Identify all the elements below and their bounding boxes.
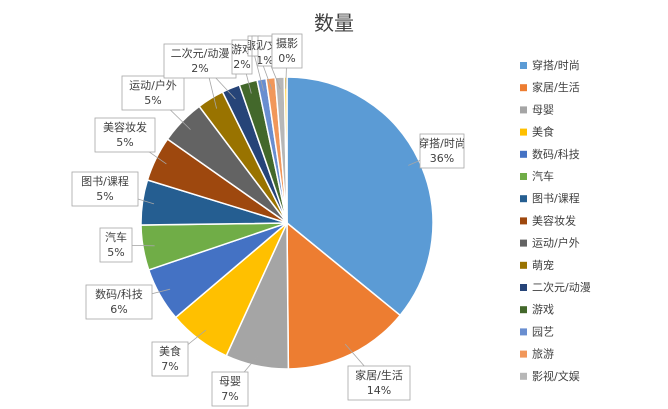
data-label-value: 2% [191,62,208,75]
data-label-value: 6% [110,303,127,316]
legend-swatch [520,128,527,136]
pie-slice [286,221,402,370]
data-label-name: 图书/课程 [81,175,129,188]
legend-entry: 穿搭/时尚 [532,58,580,72]
legend-entry: 数码/科技 [532,147,580,161]
data-label-name: 家居/生活 [355,368,403,382]
data-label-box [347,365,411,401]
legend-swatch [520,62,527,69]
data-label-value: 0% [278,52,295,65]
data-label-name: 汽车 [105,230,127,244]
legend-entry: 二次元/动漫 [532,280,591,294]
data-label-name: 摄影 [276,36,298,50]
data-label-name: 游戏 [231,43,253,56]
data-label-box [231,39,253,75]
legend-swatch [520,150,527,158]
legend-swatch [520,84,527,92]
data-label-name: 旅游 [245,38,267,52]
legend: 穿搭/时尚家居/生活母婴美食数码/科技汽车图书/课程美容妆发运动/户外萌宠二次元… [520,58,591,383]
legend-swatch [520,328,527,336]
legend-swatch [520,239,527,247]
data-label-name: 母婴 [219,375,241,388]
data-label-value: 1% [256,54,273,67]
legend-entry: 游戏 [532,303,554,316]
data-label-name: 美容妆发 [103,120,147,134]
legend-entry: 家居/生活 [532,80,580,94]
data-label-name: 影视/文娱 [241,38,289,52]
legend-swatch [520,106,527,114]
data-label-value: 36% [430,152,454,165]
chart-title: 数量 [314,11,354,35]
data-label-value: 5% [96,190,113,203]
data-label-box [211,371,249,407]
legend-swatch [520,217,527,225]
legend-entry: 园艺 [532,325,554,338]
legend-swatch [520,195,527,203]
legend-entry: 美食 [532,125,554,139]
legend-entry: 汽车 [532,169,554,183]
data-label-value: 3% [198,80,215,93]
data-label-box [271,33,303,69]
pie-slice [283,76,288,224]
data-label-value: 5% [144,94,161,107]
data-label-value: 7% [161,360,178,373]
data-label-value: 2% [233,58,250,71]
data-label-name: 二次元/动漫 [171,46,230,60]
data-label-box [99,227,133,263]
data-label-value: 14% [367,384,391,397]
pie-slices [140,76,434,370]
data-label-value: 7% [221,390,238,403]
data-labels: 穿搭/时尚 36% 家居/生活 14% 母婴 7% 美食 7% 数码/科技 6% 汽车 5% 图书/课程… [71,33,466,407]
data-label-box [94,117,156,153]
legend-entry: 美容妆发 [532,213,576,227]
legend-entry: 图书/课程 [532,192,580,205]
legend-entry: 母婴 [532,103,554,116]
legend-swatch [520,173,527,180]
legend-entry: 旅游 [532,347,554,361]
legend-entry: 运动/户外 [532,236,580,250]
data-label-name: 美食 [159,344,181,358]
legend-swatch [520,372,527,380]
pie-slice [286,76,434,317]
data-label-value: 1% [247,54,264,67]
legend-swatch [520,306,527,314]
data-label-box [419,133,465,169]
data-label-value: 5% [107,246,124,259]
data-label-box [71,171,139,207]
data-label-box [121,75,185,111]
legend-swatch [520,284,527,291]
legend-swatch [520,261,527,269]
data-label-name: 运动/户外 [129,78,177,92]
data-label-box [85,284,153,320]
data-label-name: 穿搭/时尚 [418,136,466,150]
legend-swatch [520,350,527,358]
data-label-name: 数码/科技 [95,287,143,301]
data-label-value: 5% [116,136,133,149]
legend-entry: 影视/文娱 [532,369,580,383]
legend-entry: 萌宠 [532,258,554,272]
data-label-box [151,341,189,377]
